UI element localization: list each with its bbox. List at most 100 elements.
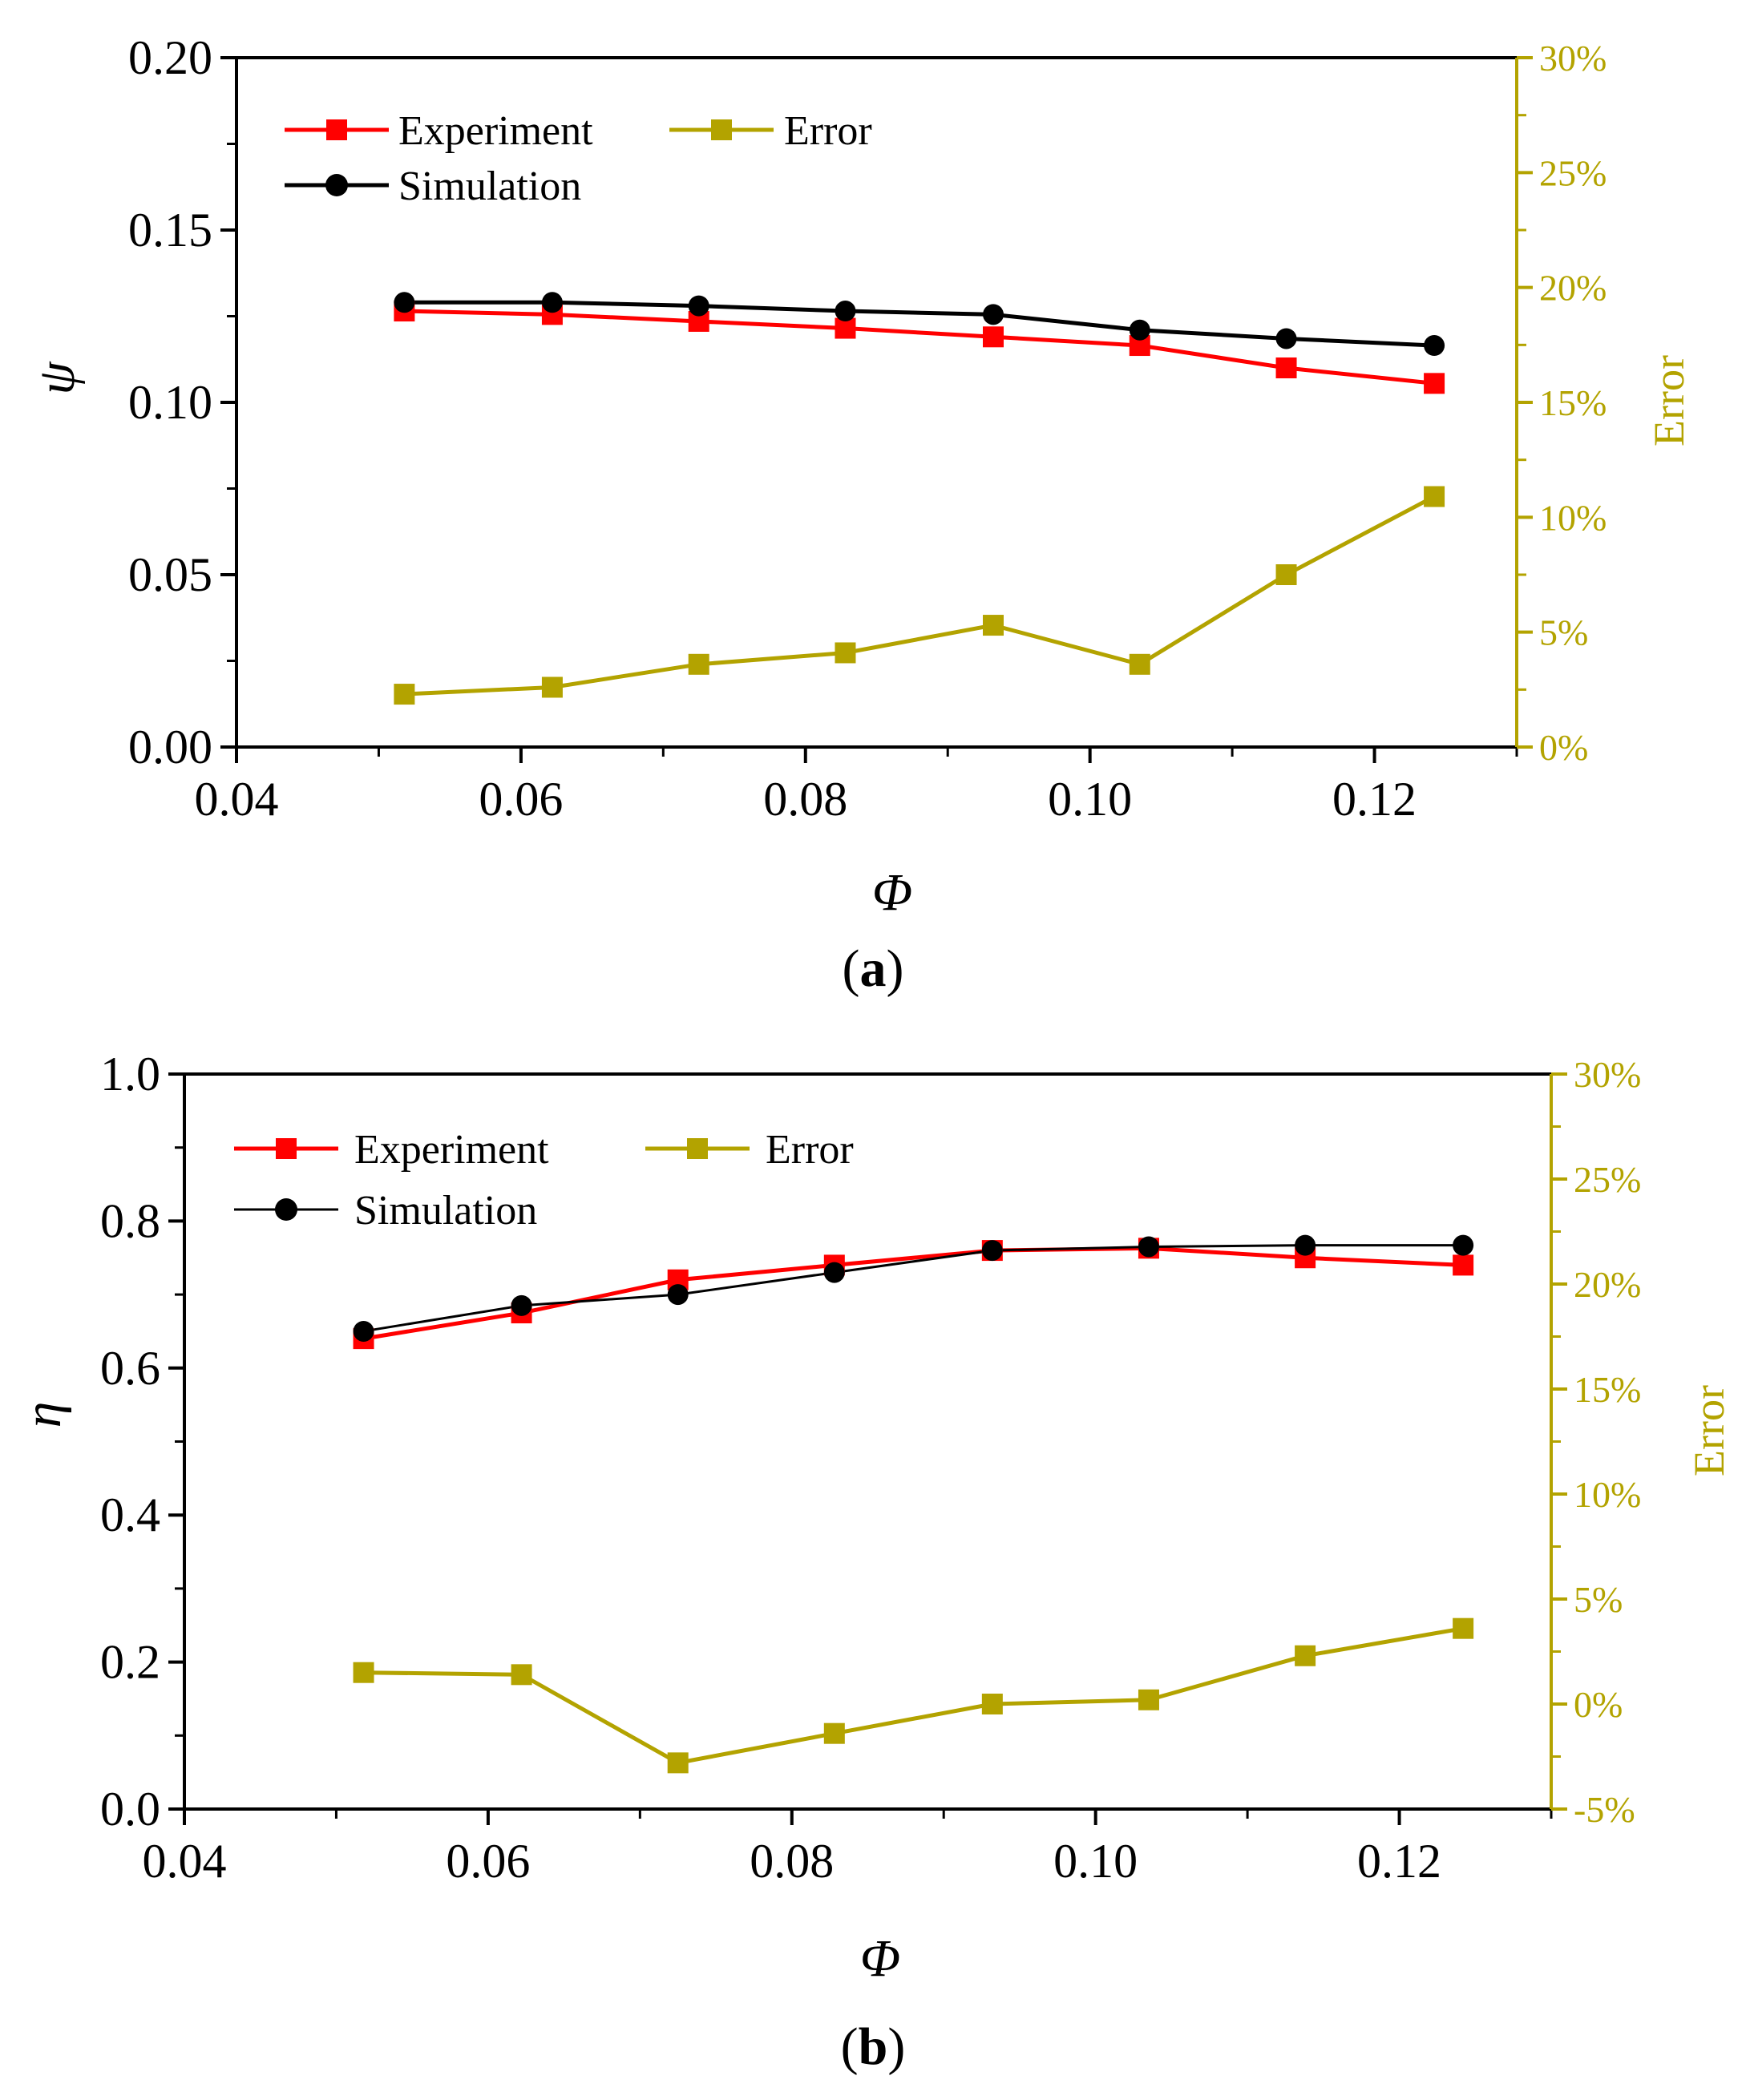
x-tick-label: 0.06 — [446, 1835, 530, 1888]
x-axis-title-b: Φ — [860, 1929, 900, 1988]
error-point — [823, 1722, 845, 1744]
x-axis-title-a: Φ — [872, 863, 912, 922]
x-tick-label: 0.08 — [763, 773, 847, 826]
y2-tick-label: 30% — [1574, 1054, 1641, 1095]
panel-a: 0.04 0.06 0.08 0.10 0.12 0.00 0.05 0.10 0.15 0.20… — [27, 31, 1693, 998]
simulation-point — [1275, 328, 1297, 349]
legend-experiment-marker — [326, 119, 347, 140]
x-tick-label: 0.04 — [195, 773, 279, 826]
error-point — [1453, 1617, 1474, 1639]
legend-simulation-marker — [275, 1198, 297, 1221]
y-tick-label: 0.20 — [128, 31, 212, 84]
error-point — [353, 1662, 374, 1683]
y2-tick-label: 20% — [1574, 1264, 1641, 1305]
error-point — [1295, 1645, 1316, 1666]
simulation-point — [983, 304, 1004, 325]
series-markers-a — [394, 292, 1445, 705]
error-line — [404, 495, 1436, 697]
ticks-a: 0.04 0.06 0.08 0.10 0.12 0.00 0.05 0.10 0.15 0.20… — [128, 31, 1607, 826]
y2-tick-label: 15% — [1539, 382, 1607, 423]
y2-tick-label: 20% — [1539, 268, 1607, 309]
y2-tick-label: 25% — [1539, 152, 1607, 193]
legend-error-label: Error — [766, 1127, 854, 1173]
y2-tick-label: 5% — [1539, 612, 1588, 653]
simulation-point — [1295, 1234, 1316, 1256]
y2-tick-label: 10% — [1574, 1474, 1641, 1515]
y2-tick-label: 0% — [1574, 1684, 1623, 1725]
x-tick-label: 0.12 — [1357, 1835, 1441, 1888]
error-point — [983, 615, 1004, 636]
experiment-point — [1275, 357, 1297, 378]
y2-tick-label: 25% — [1574, 1159, 1641, 1200]
y-tick-label: 0.8 — [100, 1194, 160, 1247]
y2-axis-title-a: Error — [1645, 355, 1693, 446]
error-point — [835, 642, 856, 664]
simulation-point — [823, 1262, 845, 1283]
simulation-point — [835, 301, 856, 322]
experiment-line — [404, 309, 1435, 386]
y-axis-title-a: ψ — [27, 361, 86, 395]
panel-label-b: (b) — [841, 2017, 906, 2076]
y-tick-label: 0.6 — [100, 1342, 160, 1395]
simulation-point — [667, 1284, 689, 1306]
y-tick-label: 0.2 — [100, 1636, 160, 1689]
error-point — [1275, 564, 1297, 585]
plot-frame-a — [235, 56, 1518, 749]
legend-experiment-label: Experiment — [354, 1127, 549, 1173]
legend-simulation-label: Simulation — [398, 164, 581, 209]
legend-experiment-marker — [276, 1138, 297, 1159]
simulation-point — [394, 292, 415, 313]
y-axis-title-b: η — [14, 1402, 72, 1428]
series-lines-b — [363, 1244, 1464, 1765]
legend-simulation-marker — [325, 174, 348, 196]
x-tick-label: 0.12 — [1332, 773, 1417, 826]
x-tick-label: 0.10 — [1048, 773, 1132, 826]
error-point — [394, 684, 415, 705]
error-point — [1424, 486, 1445, 507]
y2-tick-label: -5% — [1574, 1789, 1635, 1830]
plot-frame-b — [183, 1072, 1553, 1811]
y-tick-label: 0.00 — [128, 721, 212, 773]
error-point — [667, 1752, 689, 1774]
legend-error-label: Error — [784, 108, 872, 154]
y2-tick-label: 5% — [1574, 1579, 1623, 1620]
ticks-b: 0.04 0.06 0.08 0.10 0.12 0.0 0.2 0.4 0.6 0.8 1.0 -5… — [100, 1048, 1641, 1888]
simulation-point — [1453, 1234, 1474, 1256]
simulation-point — [1129, 319, 1150, 341]
legend-simulation-label: Simulation — [354, 1188, 537, 1234]
legend-b: Experiment Error Simulation — [234, 1127, 854, 1234]
error-point — [511, 1664, 532, 1686]
simulation-line — [363, 1244, 1464, 1333]
series-lines-a — [404, 300, 1436, 697]
error-line — [363, 1626, 1464, 1765]
legend-a: Experiment Error Simulation — [285, 108, 872, 209]
y2-tick-label: 15% — [1574, 1369, 1641, 1410]
y2-tick-label: 0% — [1539, 727, 1588, 768]
y-tick-label: 0.0 — [100, 1783, 160, 1835]
x-tick-label: 0.08 — [750, 1835, 834, 1888]
simulation-point — [688, 295, 709, 317]
y-tick-label: 0.05 — [128, 548, 212, 601]
x-tick-label: 0.06 — [479, 773, 563, 826]
experiment-point — [983, 326, 1004, 348]
simulation-point — [511, 1294, 532, 1316]
error-point — [981, 1694, 1003, 1714]
y2-tick-label: 10% — [1539, 497, 1607, 538]
simulation-point — [981, 1240, 1003, 1262]
experiment-point — [1424, 373, 1445, 394]
simulation-point — [353, 1320, 374, 1342]
x-tick-label: 0.10 — [1053, 1835, 1138, 1888]
y2-tick-label: 30% — [1539, 38, 1607, 79]
y-tick-label: 1.0 — [100, 1048, 160, 1100]
y-tick-label: 0.10 — [128, 376, 212, 429]
legend-error-marker — [711, 119, 732, 140]
simulation-point — [541, 292, 563, 313]
y-tick-label: 0.4 — [100, 1488, 160, 1541]
experiment-point — [1453, 1254, 1474, 1276]
y2-axis-title-b: Error — [1685, 1385, 1733, 1476]
legend-experiment-label: Experiment — [398, 108, 593, 154]
simulation-point — [1424, 335, 1445, 357]
simulation-point — [1138, 1236, 1159, 1258]
y-tick-label: 0.15 — [128, 204, 212, 256]
